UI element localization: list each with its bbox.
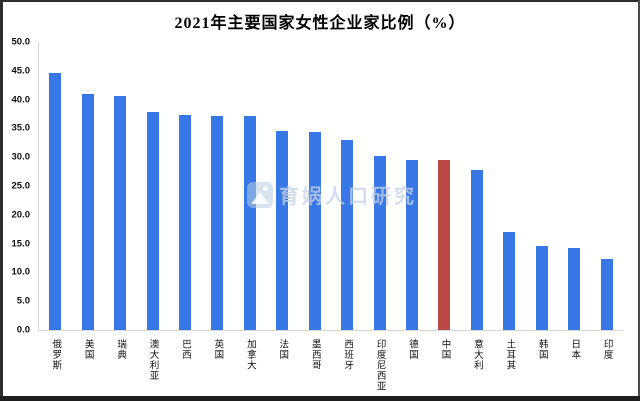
bar-column xyxy=(396,42,428,330)
bar-column xyxy=(266,42,298,330)
x-axis-label: 土耳其 xyxy=(504,339,515,371)
x-axis-label: 墨西哥 xyxy=(309,339,320,371)
x-axis-label: 德国 xyxy=(407,339,418,360)
bar-法国 xyxy=(276,131,289,330)
bar-column xyxy=(299,42,331,330)
y-axis-ticks: 50.0 45.0 40.0 35.0 30.0 25.0 20.0 15.0 10.0 5.0 0… xyxy=(0,37,33,336)
bar-中国 xyxy=(438,160,451,330)
bar-加拿大 xyxy=(243,116,256,330)
x-label-cell: 墨西哥 xyxy=(298,339,330,392)
chart-title: 2021年主要国家女性企业家比例（%） xyxy=(174,15,466,32)
x-axis-label: 巴西 xyxy=(179,339,190,360)
x-axis-labels: 俄罗斯 美国 瑞典 澳大利亚 巴西 英国 加拿大 法国 墨西哥 西班牙 印度尼西亚 德国 中国 意大利 土耳… xyxy=(38,339,622,392)
x-axis-label: 瑞典 xyxy=(115,339,126,360)
x-label-cell: 德国 xyxy=(395,339,427,392)
bar-英国 xyxy=(211,115,224,330)
bar-墨西哥 xyxy=(308,132,321,330)
bar-column xyxy=(558,42,590,330)
plot-area xyxy=(38,42,623,331)
bar-column xyxy=(104,42,136,330)
bar-column xyxy=(169,42,201,330)
x-label-cell: 澳大利亚 xyxy=(135,339,167,392)
x-label-cell: 意大利 xyxy=(460,339,492,392)
right-edge-line xyxy=(638,0,640,401)
bar-美国 xyxy=(81,94,94,330)
bar-土耳其 xyxy=(503,231,516,330)
bar-巴西 xyxy=(178,115,191,330)
x-label-cell: 瑞典 xyxy=(103,339,135,392)
x-label-cell: 韩国 xyxy=(525,339,557,392)
bar-column xyxy=(363,42,395,330)
x-axis-label: 美国 xyxy=(82,339,93,360)
x-axis-label: 法国 xyxy=(277,339,288,360)
x-label-cell: 土耳其 xyxy=(492,339,524,392)
x-label-cell: 印度尼西亚 xyxy=(362,339,394,392)
bar-column xyxy=(234,42,266,330)
y-tick-label: 45.0 xyxy=(11,65,31,77)
bar-意大利 xyxy=(470,169,483,330)
bar-column xyxy=(71,42,103,330)
bar-column xyxy=(526,42,558,330)
bar-德国 xyxy=(406,159,419,330)
x-axis-label: 加拿大 xyxy=(244,339,255,371)
y-tick-label: 0.0 xyxy=(16,324,30,336)
bar-瑞典 xyxy=(114,95,127,330)
x-label-cell: 西班牙 xyxy=(330,339,362,392)
y-tick-label: 5.0 xyxy=(16,295,30,307)
x-axis-label: 西班牙 xyxy=(342,339,353,371)
x-label-cell: 俄罗斯 xyxy=(38,339,70,392)
y-tick-label: 20.0 xyxy=(11,209,31,221)
bar-column xyxy=(201,42,233,330)
bar-column xyxy=(39,42,71,330)
x-label-cell: 法国 xyxy=(265,339,297,392)
y-tick-label: 40.0 xyxy=(11,94,31,106)
bar-column xyxy=(493,42,525,330)
y-tick-label: 25.0 xyxy=(11,180,31,192)
x-axis-label: 澳大利亚 xyxy=(147,339,158,381)
bottom-edge-bar xyxy=(0,396,640,401)
top-edge-line xyxy=(0,0,640,2)
y-tick-label: 30.0 xyxy=(11,151,31,163)
bar-column xyxy=(331,42,363,330)
x-axis-label: 印度 xyxy=(601,339,612,360)
x-label-cell: 印度 xyxy=(589,339,621,392)
bar-日本 xyxy=(568,248,581,330)
x-axis-label: 韩国 xyxy=(536,339,547,360)
y-tick-label: 35.0 xyxy=(11,122,31,134)
bar-column xyxy=(461,42,493,330)
bar-印度尼西亚 xyxy=(373,156,386,330)
x-axis-label: 俄罗斯 xyxy=(50,339,61,371)
x-axis-label: 中国 xyxy=(439,339,450,360)
bar-俄罗斯 xyxy=(49,72,62,330)
left-edge-line xyxy=(0,0,3,401)
bar-column xyxy=(136,42,168,330)
x-label-cell: 英国 xyxy=(200,339,232,392)
x-axis-label: 英国 xyxy=(212,339,223,360)
x-axis-label: 意大利 xyxy=(471,339,482,371)
x-label-cell: 日本 xyxy=(557,339,589,392)
bar-西班牙 xyxy=(341,139,354,330)
x-axis-label: 印度尼西亚 xyxy=(374,339,385,392)
bar-印度 xyxy=(600,259,613,330)
bar-column xyxy=(428,42,460,330)
y-tick-label: 50.0 xyxy=(11,36,31,48)
bar-column xyxy=(590,42,622,330)
x-label-cell: 加拿大 xyxy=(233,339,265,392)
y-tick-label: 15.0 xyxy=(11,238,31,250)
x-label-cell: 美国 xyxy=(70,339,102,392)
y-tick-label: 10.0 xyxy=(11,266,31,278)
x-axis-label: 日本 xyxy=(569,339,580,360)
bar-澳大利亚 xyxy=(146,112,159,330)
x-label-cell: 中国 xyxy=(427,339,459,392)
x-label-cell: 巴西 xyxy=(168,339,200,392)
bar-韩国 xyxy=(535,245,548,330)
